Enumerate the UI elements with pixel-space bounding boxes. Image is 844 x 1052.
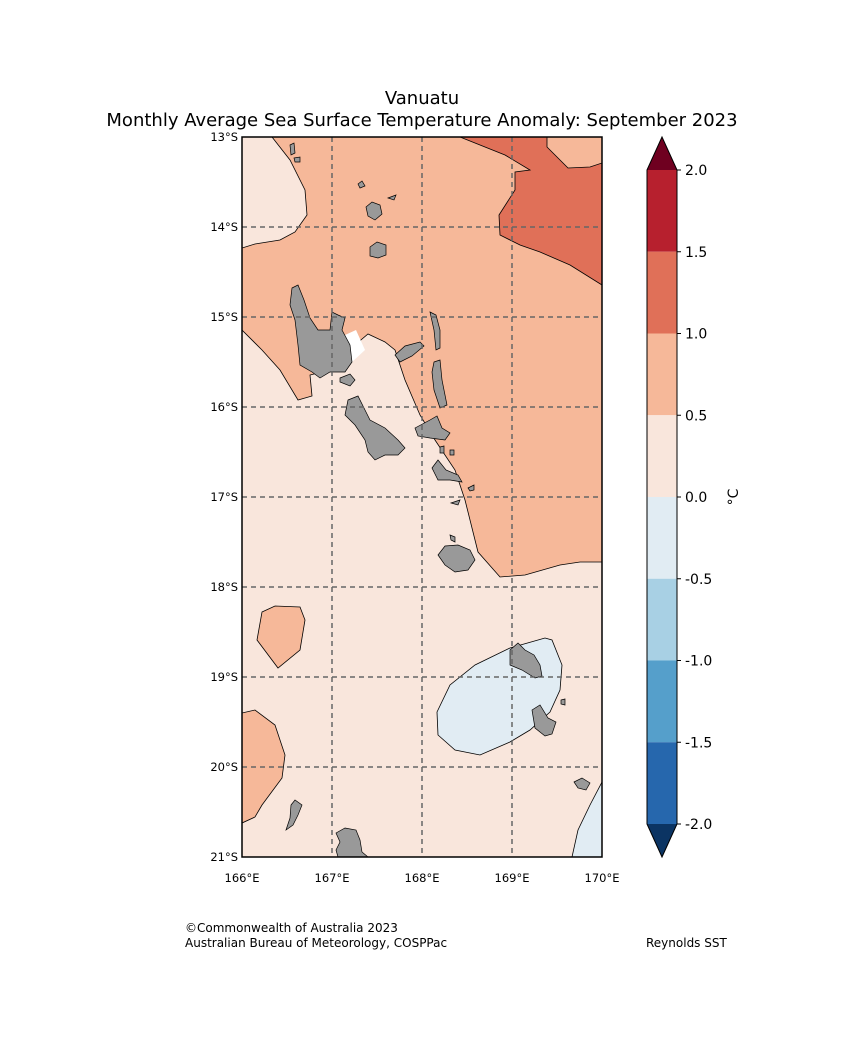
island-espiritu-santo: [289, 284, 353, 379]
colorbar-tick-label: 1.0: [685, 327, 707, 343]
lat-label: 18°S: [210, 580, 238, 594]
island-small-2: [449, 449, 455, 456]
colorbar-tick-label: -1.5: [685, 735, 712, 751]
island-small-8: [560, 698, 566, 706]
land: [285, 142, 591, 857]
lon-label: 166°E: [225, 871, 260, 885]
colorbar-segment: [647, 251, 677, 334]
agency-text: Australian Bureau of Meteorology, COSPPa…: [185, 936, 448, 950]
island-tanna: [531, 704, 557, 737]
lon-label: 170°E: [585, 871, 620, 885]
island-malo: [339, 373, 356, 387]
colorbar-segment: [647, 333, 677, 416]
anomaly-0.5-1.0-west: [256, 605, 306, 669]
lat-label: 19°S: [210, 670, 238, 684]
colorbar-segment: [647, 578, 677, 661]
lat-axis: 13°S 14°S 15°S 16°S 17°S 18°S 19°S 20°S …: [210, 130, 238, 864]
map-subtitle: Monthly Average Sea Surface Temperature …: [106, 110, 738, 131]
island-epi: [431, 459, 463, 483]
colorbar-label: °C: [726, 488, 742, 505]
lon-axis: 166°E 167°E 168°E 169°E 170°E: [225, 871, 620, 885]
island-small-6: [439, 445, 445, 454]
island-erromango: [509, 642, 543, 679]
colorbar-tick-label: -1.0: [685, 654, 712, 670]
lon-label: 168°E: [405, 871, 440, 885]
island-new-caledonia-north: [335, 827, 369, 857]
island-aneityum: [573, 777, 591, 791]
lat-label: 13°S: [210, 130, 238, 144]
footer-credits: ©Commonwealth of Australia 2023 Australi…: [185, 921, 447, 951]
island-malekula: [344, 395, 406, 461]
colorbar-segment: [647, 497, 677, 579]
lat-label: 14°S: [210, 220, 238, 234]
lat-label: 20°S: [210, 760, 238, 774]
graticule: [242, 137, 602, 857]
colorbar-segment: [647, 415, 677, 497]
lon-label: 169°E: [495, 871, 530, 885]
island-torres: [289, 142, 296, 156]
island-maewo: [429, 311, 441, 351]
lat-label: 21°S: [210, 850, 238, 864]
colorbar-tick-label: -0.5: [685, 572, 712, 588]
lat-label: 17°S: [210, 490, 238, 504]
island-small-4: [449, 499, 461, 506]
colorbar-tick-label: -2.0: [685, 817, 712, 833]
map-title: Vanuatu: [384, 88, 460, 109]
lat-label: 16°S: [210, 400, 238, 414]
island-mota-lava: [386, 194, 397, 201]
island-small-5: [449, 534, 456, 543]
island-small-3: [467, 484, 475, 492]
colorbar-tick-label: 0.5: [685, 408, 707, 424]
colorbar-segment: [647, 742, 677, 824]
colorbar-tick-label: 1.5: [685, 245, 707, 261]
island-small-7: [285, 799, 303, 831]
map-frame: [241, 136, 603, 858]
copyright-text: ©Commonwealth of Australia 2023: [185, 921, 398, 935]
anomaly-1.0-1.5: [459, 137, 602, 286]
colorbar-segment: [647, 660, 677, 743]
island-gaua: [369, 241, 387, 259]
island-efate: [437, 544, 476, 573]
colorbar-over-arrow: [647, 137, 677, 170]
anomaly-neg0.5-0-southeast: [571, 781, 602, 857]
island-vanua-lava: [365, 201, 383, 221]
island-ambae: [394, 341, 425, 363]
colorbar: 2.0 1.5 1.0 0.5 0.0 -0.5 -1.0 -1.5 -2.0: [646, 135, 712, 859]
island-small-1: [293, 156, 301, 163]
colorbar-tick-label: 0.0: [685, 490, 707, 506]
data-source: Reynolds SST: [646, 936, 727, 950]
colorbar-under-arrow: [647, 824, 677, 857]
colorbar-segment: [647, 170, 677, 252]
colorbar-tick-label: 2.0: [685, 163, 707, 179]
island-ureparapara: [357, 180, 366, 189]
lon-label: 167°E: [315, 871, 350, 885]
lat-label: 15°S: [210, 310, 238, 324]
